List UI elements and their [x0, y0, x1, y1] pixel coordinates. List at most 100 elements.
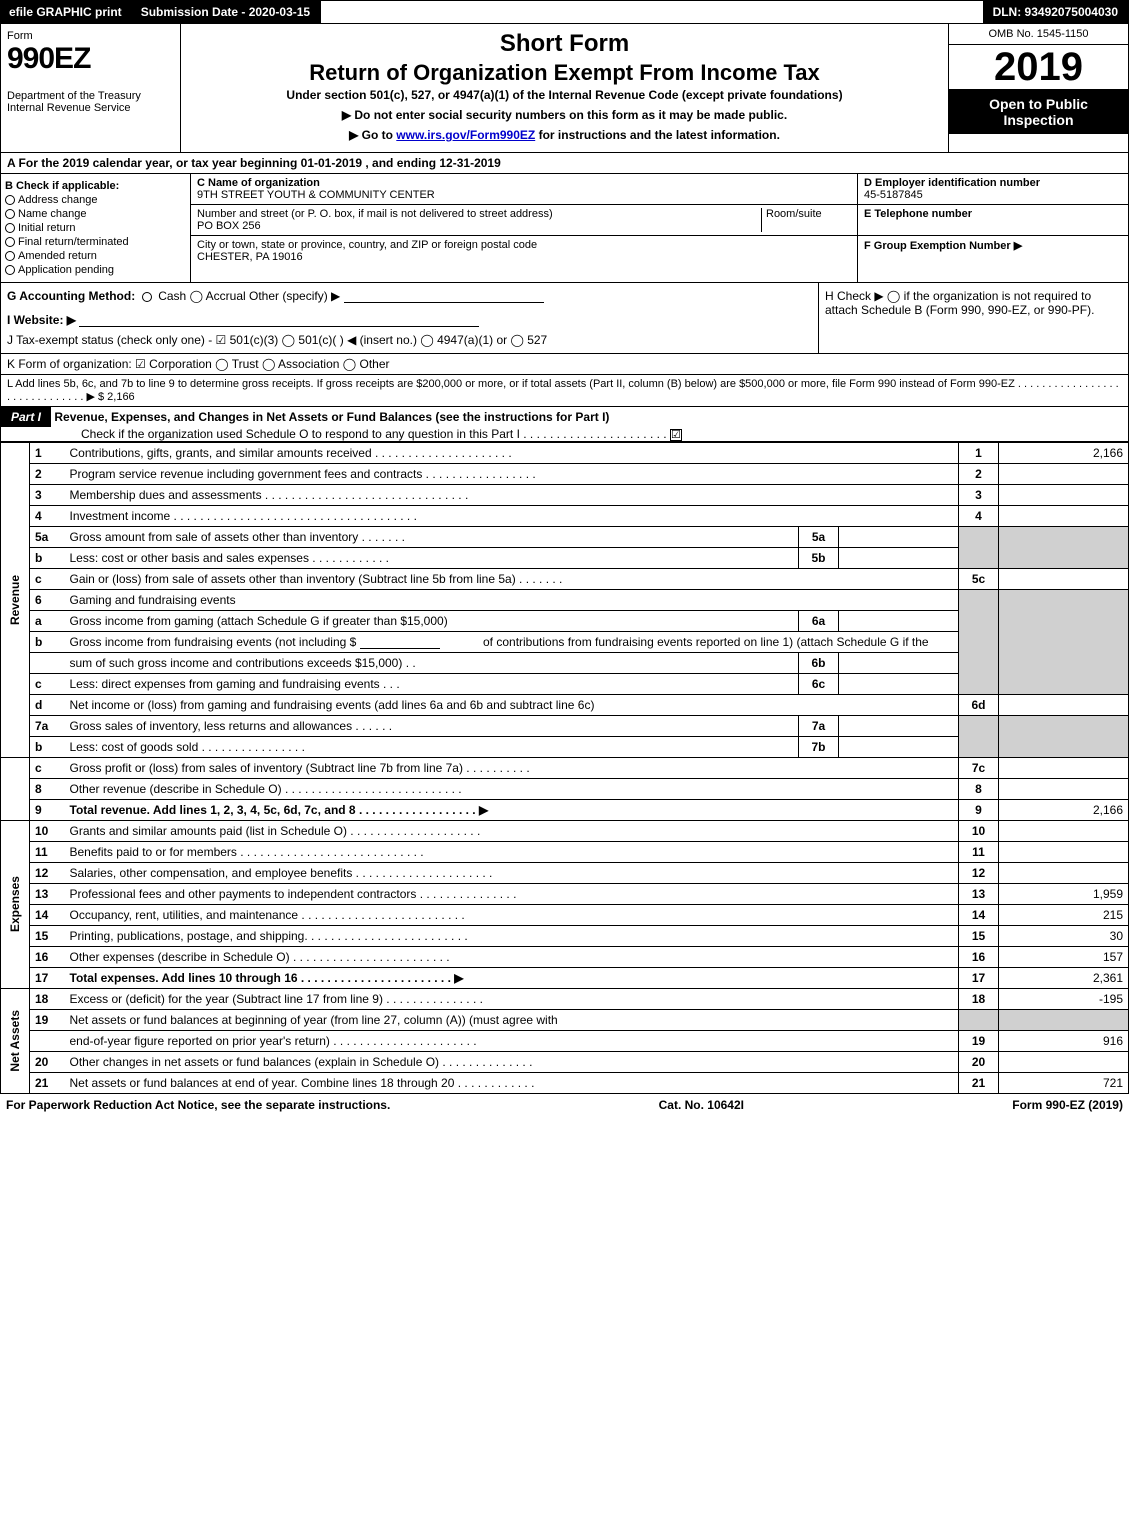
line-7b-sub: 7b [799, 737, 839, 758]
line-6b-cont-no [30, 653, 65, 674]
accounting-other-input[interactable] [344, 289, 544, 303]
entity-block: B Check if applicable: Address change Na… [0, 174, 1129, 283]
line-8-no: 8 [30, 779, 65, 800]
page-footer: For Paperwork Reduction Act Notice, see … [0, 1094, 1129, 1116]
addr-label: Number and street (or P. O. box, if mail… [197, 208, 553, 220]
line-21-box: 21 [959, 1073, 999, 1094]
line-7b-desc: Less: cost of goods sold . . . . . . . .… [65, 737, 799, 758]
netassets-side-label: Net Assets [6, 1006, 24, 1076]
line-16-value: 157 [999, 947, 1129, 968]
line-20-value [999, 1052, 1129, 1073]
revenue-table: Revenue 1 Contributions, gifts, grants, … [0, 442, 1129, 1094]
name-change-checkbox[interactable] [5, 209, 15, 219]
line-15-desc: Printing, publications, postage, and shi… [65, 926, 959, 947]
line-7c-no: c [30, 758, 65, 779]
line-21-desc: Net assets or fund balances at end of ye… [65, 1073, 959, 1094]
line-3-value [999, 485, 1129, 506]
line-9-no: 9 [30, 800, 65, 821]
initial-return-checkbox[interactable] [5, 223, 15, 233]
irs-label: Internal Revenue Service [7, 102, 174, 114]
part1-checkbox[interactable]: ☑ [670, 429, 682, 441]
website-input[interactable] [79, 313, 479, 327]
misc-block: G Accounting Method: Cash ◯ Accrual Othe… [0, 283, 1129, 354]
opt-initial-return: Initial return [18, 222, 75, 234]
f-label: F Group Exemption Number ▶ [864, 240, 1022, 252]
amended-return-checkbox[interactable] [5, 251, 15, 261]
grey-7v [999, 716, 1129, 758]
line-1-value: 2,166 [999, 443, 1129, 464]
line-6a-subval [839, 611, 959, 632]
part1-label: Part I [1, 407, 51, 427]
line-3-box: 3 [959, 485, 999, 506]
part1-title: Revenue, Expenses, and Changes in Net As… [54, 410, 609, 424]
line-19-no: 19 [30, 1010, 65, 1031]
line-6b-blank[interactable] [360, 635, 440, 649]
line-4-desc: Investment income . . . . . . . . . . . … [65, 506, 959, 527]
e-label: E Telephone number [864, 208, 972, 220]
footer-right: Form 990-EZ (2019) [1012, 1098, 1123, 1112]
line-5c-no: c [30, 569, 65, 590]
submission-date: Submission Date - 2020-03-15 [131, 1, 321, 23]
line-19-desc: Net assets or fund balances at beginning… [65, 1010, 959, 1031]
line-6a-sub: 6a [799, 611, 839, 632]
final-return-checkbox[interactable] [5, 237, 15, 247]
period-line: A For the 2019 calendar year, or tax yea… [0, 153, 1129, 174]
title-return: Return of Organization Exempt From Incom… [189, 60, 940, 86]
ssn-warning: ▶ Do not enter social security numbers o… [189, 108, 940, 122]
line-3-desc: Membership dues and assessments . . . . … [65, 485, 959, 506]
line-2-desc: Program service revenue including govern… [65, 464, 959, 485]
address-change-checkbox[interactable] [5, 195, 15, 205]
street-address: PO BOX 256 [197, 220, 261, 232]
line-5c-box: 5c [959, 569, 999, 590]
line-14-desc: Occupancy, rent, utilities, and maintena… [65, 905, 959, 926]
check-label: B Check if applicable: [5, 180, 186, 192]
line-11-desc: Benefits paid to or for members . . . . … [65, 842, 959, 863]
cash-checkbox[interactable] [142, 292, 152, 302]
line-4-value [999, 506, 1129, 527]
line-6b-desc: Gross income from fundraising events (no… [65, 632, 959, 653]
opt-name-change: Name change [18, 208, 87, 220]
room-suite-label: Room/suite [761, 208, 851, 232]
d-label: D Employer identification number [864, 177, 1040, 189]
line-6d-value [999, 695, 1129, 716]
line-6-desc: Gaming and fundraising events [65, 590, 959, 611]
open-to-public: Open to Public Inspection [949, 90, 1128, 134]
line-19-box: 19 [959, 1031, 999, 1052]
grey-6v [999, 590, 1129, 695]
line-9-desc-text: Total revenue. Add lines 1, 2, 3, 4, 5c,… [70, 803, 489, 817]
line-6d-desc: Net income or (loss) from gaming and fun… [65, 695, 959, 716]
line-10-desc: Grants and similar amounts paid (list in… [65, 821, 959, 842]
form-label: Form [7, 30, 174, 42]
top-bar: efile GRAPHIC print Submission Date - 20… [0, 0, 1129, 24]
line-9-box: 9 [959, 800, 999, 821]
revenue-side-label: Revenue [6, 571, 24, 629]
line-7c-value [999, 758, 1129, 779]
line-16-box: 16 [959, 947, 999, 968]
line-6b-subval [839, 653, 959, 674]
form-header: Form 990EZ Department of the Treasury In… [0, 24, 1129, 153]
line-6b-d2: of contributions from fundraising events… [483, 635, 929, 649]
opt-final-return: Final return/terminated [18, 236, 129, 248]
org-name: 9TH STREET YOUTH & COMMUNITY CENTER [197, 189, 435, 201]
line-5a-no: 5a [30, 527, 65, 548]
line-14-box: 14 [959, 905, 999, 926]
opt-application-pending: Application pending [18, 264, 114, 276]
line-20-desc: Other changes in net assets or fund bala… [65, 1052, 959, 1073]
line-17-desc-text: Total expenses. Add lines 10 through 16 … [70, 971, 464, 985]
line-8-box: 8 [959, 779, 999, 800]
city-state-zip: CHESTER, PA 19016 [197, 251, 303, 263]
line-3-no: 3 [30, 485, 65, 506]
line-17-no: 17 [30, 968, 65, 989]
line-7c-box: 7c [959, 758, 999, 779]
line-10-value [999, 821, 1129, 842]
irs-link[interactable]: www.irs.gov/Form990EZ [396, 128, 535, 142]
line-20-box: 20 [959, 1052, 999, 1073]
application-pending-checkbox[interactable] [5, 265, 15, 275]
line-13-desc: Professional fees and other payments to … [65, 884, 959, 905]
line-11-box: 11 [959, 842, 999, 863]
line-10-box: 10 [959, 821, 999, 842]
line-1-desc: Contributions, gifts, grants, and simila… [65, 443, 959, 464]
line-19-cont-no [30, 1031, 65, 1052]
footer-left: For Paperwork Reduction Act Notice, see … [6, 1098, 390, 1112]
efile-print-button[interactable]: efile GRAPHIC print [1, 1, 131, 23]
